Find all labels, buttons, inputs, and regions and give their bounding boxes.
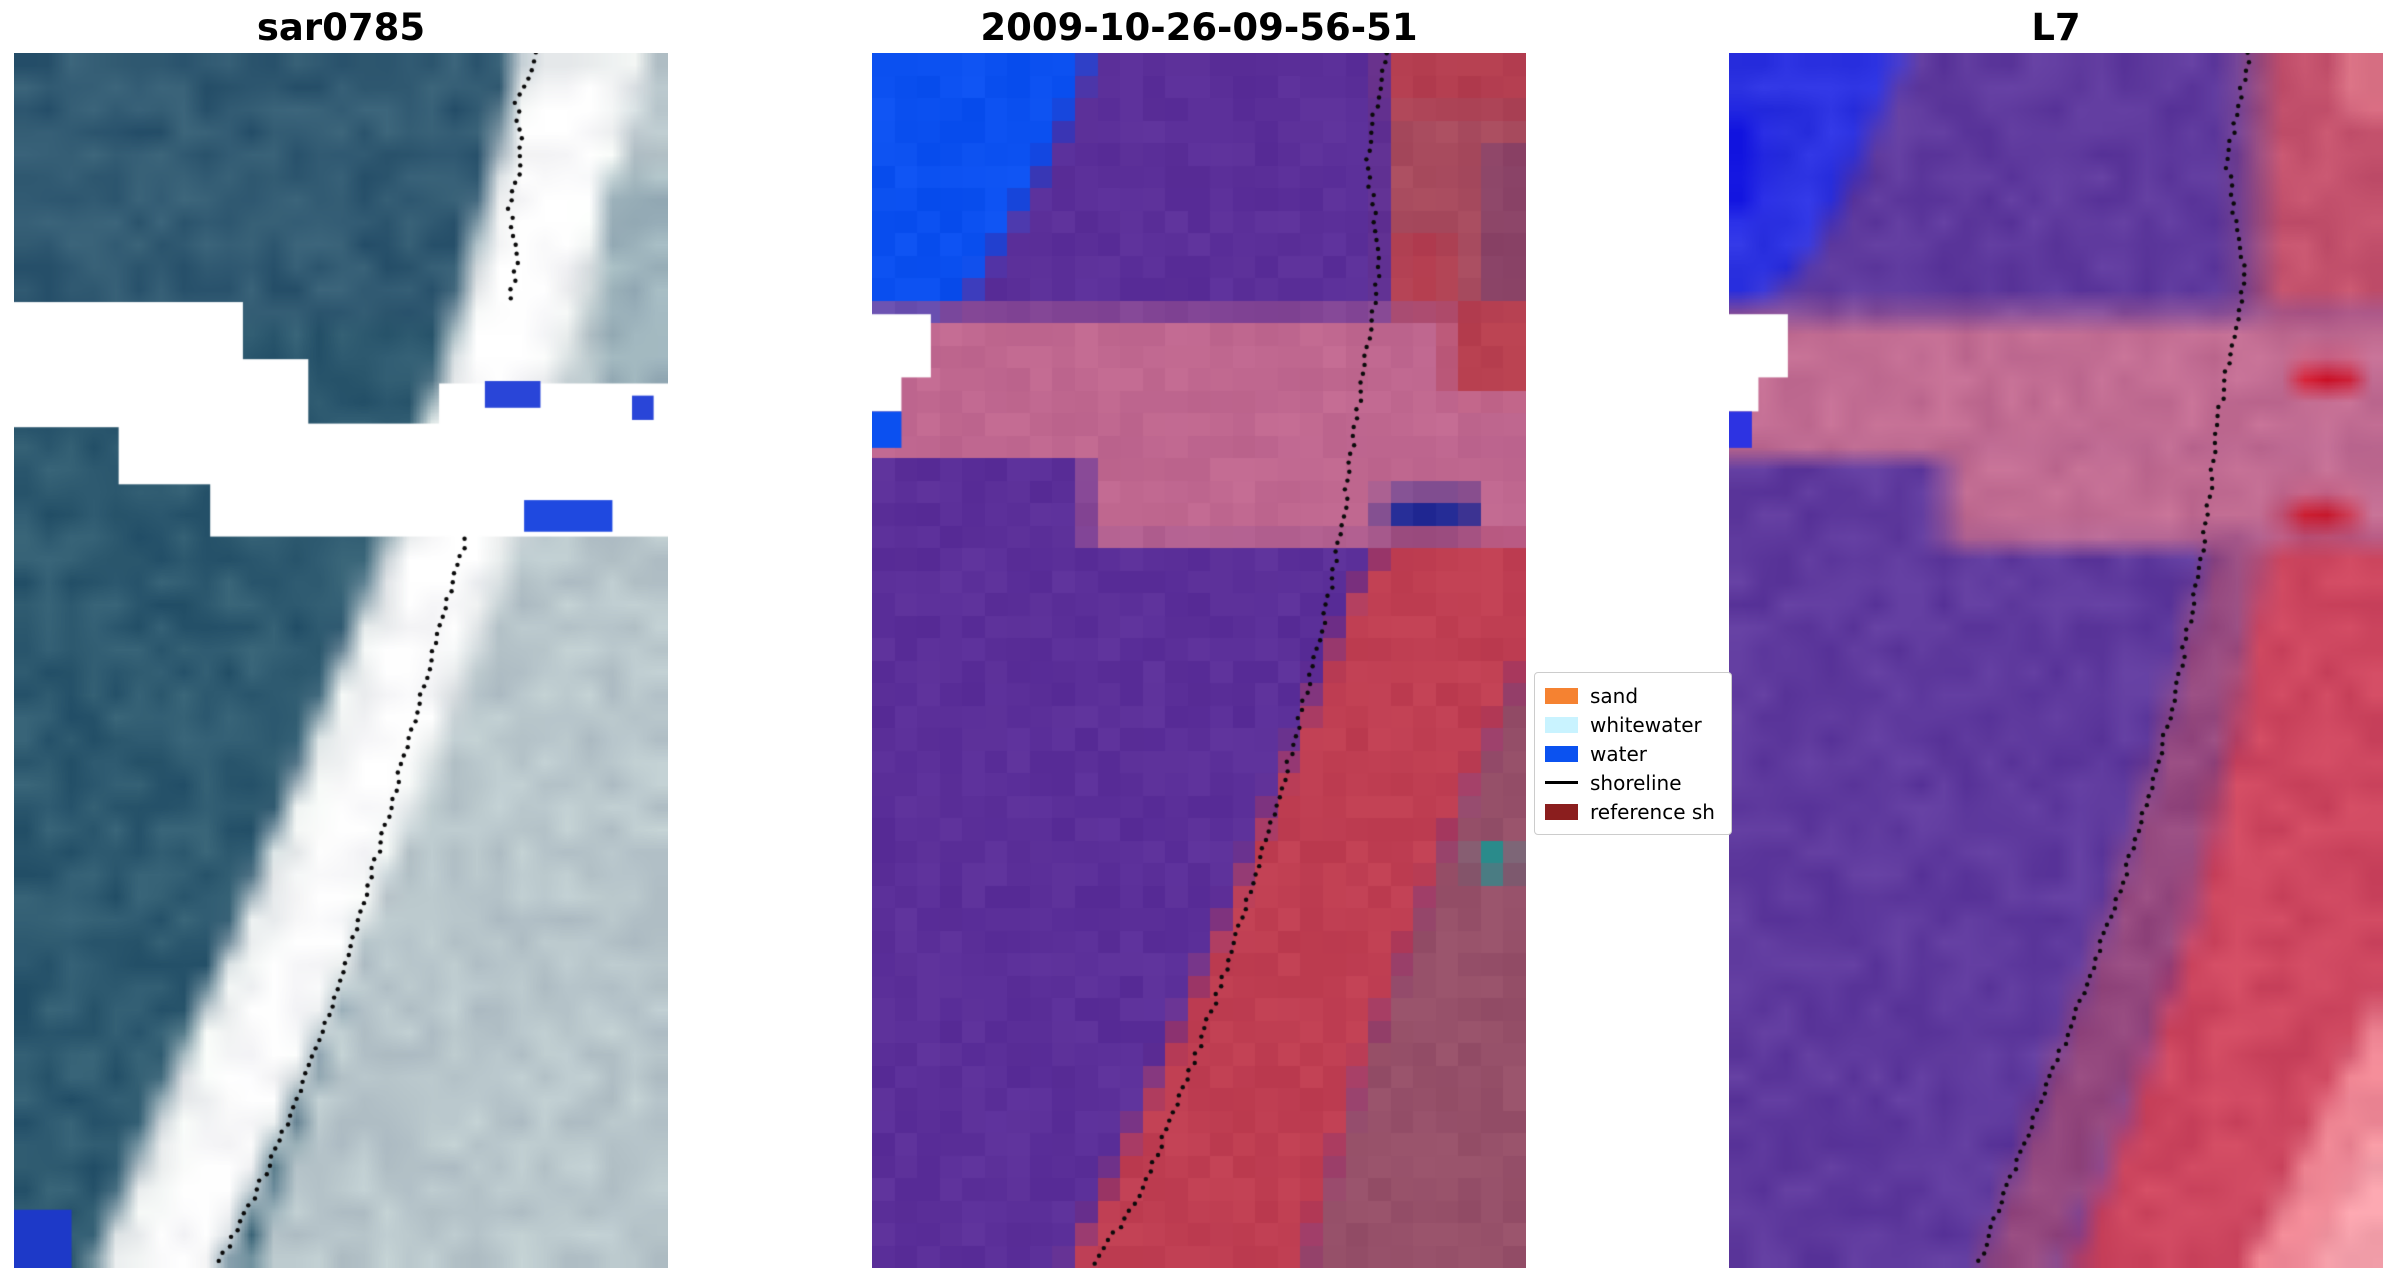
- l7-image-canvas: [1729, 53, 2383, 1268]
- whitewater-swatch: [1545, 716, 1578, 733]
- legend-label: whitewater: [1590, 712, 1702, 737]
- water-swatch: [1545, 745, 1578, 762]
- shoreline-line-swatch: [1545, 781, 1578, 784]
- legend-label: reference sh: [1590, 799, 1715, 824]
- sand-swatch: [1545, 687, 1578, 704]
- legend-item-shoreline: shoreline: [1545, 768, 1731, 797]
- legend-label: sand: [1590, 683, 1639, 708]
- panel-title-sar0785: sar0785: [256, 6, 426, 49]
- legend-item-whitewater: whitewater: [1545, 710, 1731, 739]
- sar-image-canvas: [14, 53, 668, 1268]
- legend-label: shoreline: [1590, 770, 1682, 795]
- reference-shoreline-swatch: [1545, 803, 1578, 820]
- legend-item-reference-shoreline: reference sh: [1545, 797, 1731, 826]
- legend-label: water: [1590, 741, 1647, 766]
- legend: sand whitewater water shoreline referenc…: [1534, 672, 1732, 835]
- panel-title-l7: L7: [2031, 6, 2081, 49]
- legend-item-sand: sand: [1545, 681, 1731, 710]
- legend-item-water: water: [1545, 739, 1731, 768]
- panel-title-date: 2009-10-26-09-56-51: [980, 6, 1418, 49]
- classification-image-canvas: [872, 53, 1526, 1268]
